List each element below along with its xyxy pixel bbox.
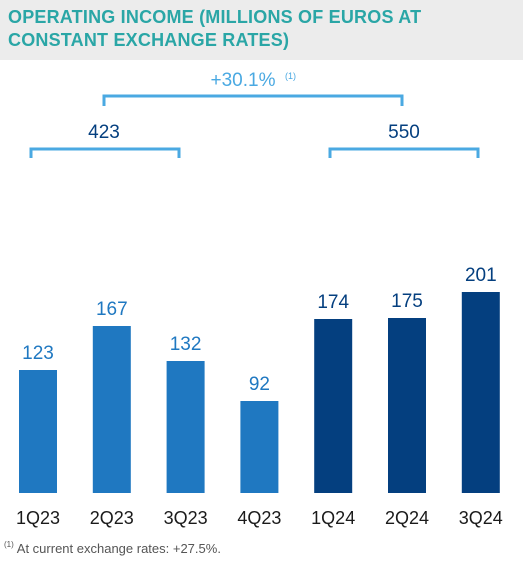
bar-4Q23	[240, 401, 279, 493]
value-label-1Q24: 174	[317, 292, 349, 313]
footnote: (1) At current exchange rates: +27.5%.	[4, 540, 221, 556]
category-label-3Q23: 3Q23	[164, 508, 208, 528]
bars-group	[19, 292, 500, 493]
category-label-1Q23: 1Q23	[16, 508, 60, 528]
category-label-4Q23: 4Q23	[237, 508, 281, 528]
growth-label: +30.1%	[211, 70, 276, 91]
value-labels-group: 123 167 132 92 174 175 201	[22, 265, 497, 395]
chart-title: OPERATING INCOME (MILLIONS OF EUROS AT C…	[8, 7, 422, 50]
category-label-3Q24: 3Q24	[459, 508, 503, 528]
value-label-2Q24: 175	[391, 291, 423, 312]
total-2023-label: 423	[88, 122, 120, 143]
value-label-3Q23: 132	[170, 334, 202, 355]
growth-footnote-marker: (1)	[285, 71, 296, 81]
bar-2Q23	[92, 326, 131, 493]
bar-2Q24	[388, 318, 426, 493]
value-label-3Q24: 201	[465, 265, 497, 286]
footnote-marker: (1)	[4, 540, 14, 549]
bracket-2023-total	[29, 147, 181, 158]
bar-1Q24	[314, 319, 353, 493]
brackets-group: 423 550 +30.1% (1)	[29, 70, 480, 158]
category-label-2Q23: 2Q23	[90, 508, 134, 528]
footnote-text: At current exchange rates: +27.5%.	[16, 541, 221, 556]
category-labels-group: 1Q23 2Q23 3Q23 4Q23 1Q24 2Q24 3Q24	[16, 508, 503, 528]
total-2024-label: 550	[388, 122, 420, 143]
bracket-2024-total	[328, 147, 480, 158]
value-label-4Q23: 92	[249, 374, 270, 395]
category-label-1Q24: 1Q24	[311, 508, 355, 528]
title-box: OPERATING INCOME (MILLIONS OF EUROS AT C…	[0, 0, 523, 60]
bar-3Q24	[461, 292, 500, 493]
bracket-growth	[102, 94, 404, 106]
bar-1Q23	[19, 370, 57, 493]
value-label-2Q23: 167	[96, 299, 128, 320]
category-label-2Q24: 2Q24	[385, 508, 429, 528]
value-label-1Q23: 123	[22, 343, 54, 364]
bar-3Q23	[166, 361, 205, 493]
